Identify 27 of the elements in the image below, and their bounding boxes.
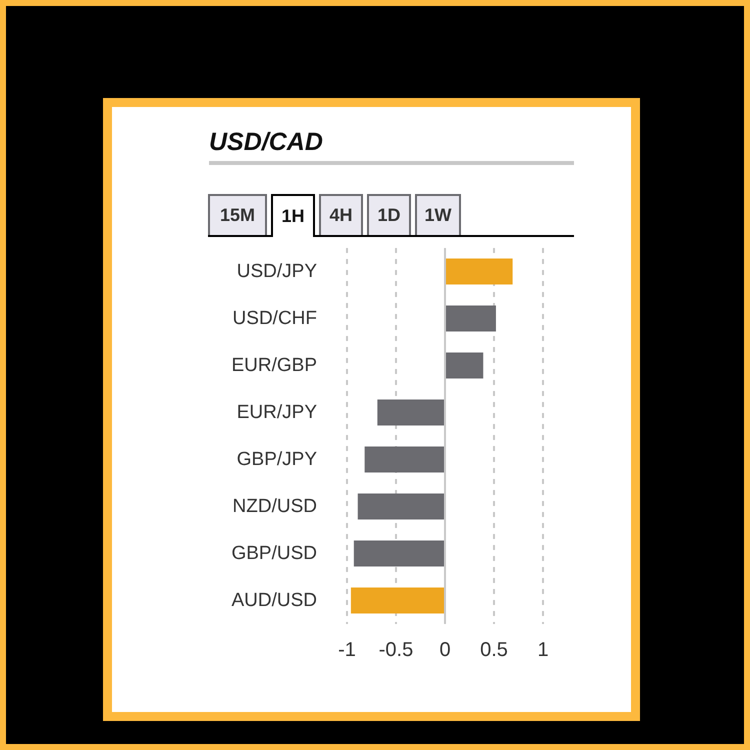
x-tick-label: -1 bbox=[338, 639, 356, 661]
text: 15M bbox=[208, 194, 267, 235]
text: 1D bbox=[367, 194, 411, 235]
y-tick-label: EUR/JPY bbox=[236, 402, 318, 423]
y-tick-label: USD/CHF bbox=[232, 308, 317, 329]
x-tick-label: 1 bbox=[537, 639, 549, 661]
y-tick-label: EUR/GBP bbox=[231, 355, 317, 376]
x-tick-label: 0.5 bbox=[480, 639, 508, 661]
y-tick-label: GBP/JPY bbox=[236, 449, 318, 470]
bar bbox=[377, 400, 445, 426]
text: 1W bbox=[415, 194, 461, 235]
y-tick-label: GBP/USD bbox=[231, 543, 317, 564]
bar bbox=[350, 588, 445, 614]
bar bbox=[445, 258, 513, 284]
x-tick-label: -0.5 bbox=[378, 639, 414, 661]
bar bbox=[445, 306, 496, 332]
bar bbox=[358, 494, 445, 520]
chart-title: USD/CAD bbox=[209, 128, 323, 157]
bar bbox=[354, 540, 445, 566]
x-tick-label: 0 bbox=[439, 639, 451, 661]
y-tick-label: NZD/USD bbox=[232, 496, 317, 517]
text: 1H bbox=[271, 194, 315, 237]
y-tick-label: AUD/USD bbox=[231, 590, 317, 611]
bar bbox=[364, 446, 445, 472]
y-tick-label: USD/JPY bbox=[236, 261, 318, 282]
text: 4H bbox=[319, 194, 363, 235]
bar bbox=[445, 352, 484, 378]
